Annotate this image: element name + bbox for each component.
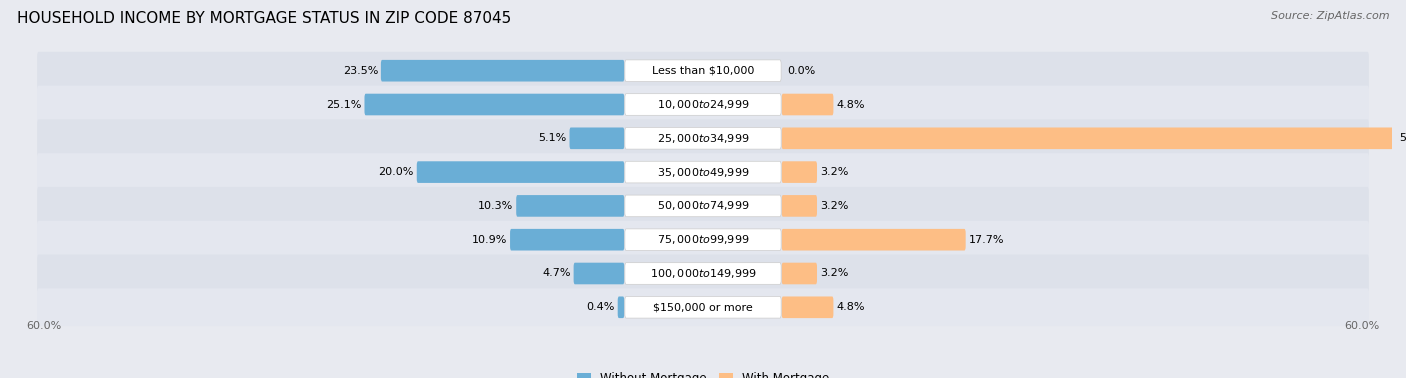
FancyBboxPatch shape xyxy=(782,195,817,217)
FancyBboxPatch shape xyxy=(37,288,1369,326)
FancyBboxPatch shape xyxy=(37,221,1369,259)
Text: 60.0%: 60.0% xyxy=(27,321,62,331)
FancyBboxPatch shape xyxy=(37,52,1369,90)
Text: 20.0%: 20.0% xyxy=(378,167,413,177)
FancyBboxPatch shape xyxy=(624,94,782,115)
FancyBboxPatch shape xyxy=(782,94,834,115)
Text: 10.9%: 10.9% xyxy=(472,235,508,245)
Text: 3.2%: 3.2% xyxy=(820,167,848,177)
FancyBboxPatch shape xyxy=(510,229,624,251)
FancyBboxPatch shape xyxy=(416,161,624,183)
FancyBboxPatch shape xyxy=(624,161,782,183)
Text: 10.3%: 10.3% xyxy=(478,201,513,211)
Text: 3.2%: 3.2% xyxy=(820,201,848,211)
Text: 0.0%: 0.0% xyxy=(787,66,815,76)
FancyBboxPatch shape xyxy=(624,263,782,284)
Text: 60.0%: 60.0% xyxy=(1344,321,1379,331)
FancyBboxPatch shape xyxy=(37,187,1369,225)
FancyBboxPatch shape xyxy=(624,195,782,217)
Text: $10,000 to $24,999: $10,000 to $24,999 xyxy=(657,98,749,111)
Text: 4.8%: 4.8% xyxy=(837,99,865,110)
Text: HOUSEHOLD INCOME BY MORTGAGE STATUS IN ZIP CODE 87045: HOUSEHOLD INCOME BY MORTGAGE STATUS IN Z… xyxy=(17,11,512,26)
Text: 4.8%: 4.8% xyxy=(837,302,865,312)
Text: 0.4%: 0.4% xyxy=(586,302,614,312)
Text: $150,000 or more: $150,000 or more xyxy=(654,302,752,312)
Text: 25.1%: 25.1% xyxy=(326,99,361,110)
Text: $100,000 to $149,999: $100,000 to $149,999 xyxy=(650,267,756,280)
FancyBboxPatch shape xyxy=(37,254,1369,293)
FancyBboxPatch shape xyxy=(782,263,817,284)
Text: 23.5%: 23.5% xyxy=(343,66,378,76)
FancyBboxPatch shape xyxy=(782,296,834,318)
FancyBboxPatch shape xyxy=(624,229,782,251)
FancyBboxPatch shape xyxy=(574,263,624,284)
Text: $50,000 to $74,999: $50,000 to $74,999 xyxy=(657,200,749,212)
FancyBboxPatch shape xyxy=(624,296,782,318)
Text: 4.7%: 4.7% xyxy=(543,268,571,279)
FancyBboxPatch shape xyxy=(624,127,782,149)
Text: $35,000 to $49,999: $35,000 to $49,999 xyxy=(657,166,749,178)
FancyBboxPatch shape xyxy=(624,60,782,82)
FancyBboxPatch shape xyxy=(37,153,1369,191)
FancyBboxPatch shape xyxy=(617,296,624,318)
FancyBboxPatch shape xyxy=(782,229,966,251)
Text: 3.2%: 3.2% xyxy=(820,268,848,279)
Text: 5.1%: 5.1% xyxy=(538,133,567,143)
Text: Less than $10,000: Less than $10,000 xyxy=(652,66,754,76)
Text: 17.7%: 17.7% xyxy=(969,235,1004,245)
Legend: Without Mortgage, With Mortgage: Without Mortgage, With Mortgage xyxy=(572,367,834,378)
Text: 59.7%: 59.7% xyxy=(1399,133,1406,143)
FancyBboxPatch shape xyxy=(516,195,624,217)
FancyBboxPatch shape xyxy=(381,60,624,82)
FancyBboxPatch shape xyxy=(782,161,817,183)
FancyBboxPatch shape xyxy=(364,94,624,115)
FancyBboxPatch shape xyxy=(37,119,1369,157)
FancyBboxPatch shape xyxy=(569,127,624,149)
FancyBboxPatch shape xyxy=(782,127,1396,149)
Text: Source: ZipAtlas.com: Source: ZipAtlas.com xyxy=(1271,11,1389,21)
Text: $25,000 to $34,999: $25,000 to $34,999 xyxy=(657,132,749,145)
FancyBboxPatch shape xyxy=(37,85,1369,124)
Text: $75,000 to $99,999: $75,000 to $99,999 xyxy=(657,233,749,246)
